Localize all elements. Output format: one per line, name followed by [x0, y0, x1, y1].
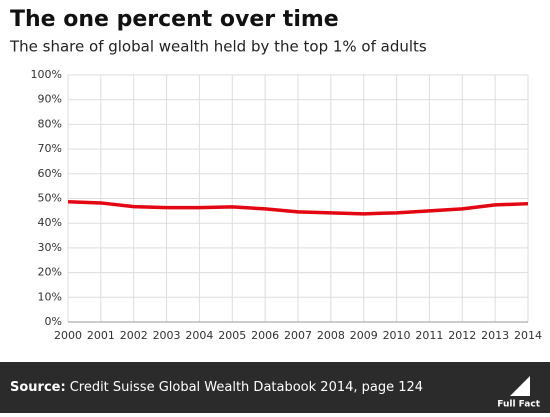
chart-title: The one percent over time: [10, 7, 339, 32]
logo-text: Full Fact: [497, 400, 540, 410]
source-label: Source:: [10, 380, 66, 395]
x-tick-label: 2010: [383, 329, 411, 342]
y-tick-label: 10%: [38, 290, 62, 303]
y-tick-label: 50%: [38, 192, 62, 205]
y-tick-label: 70%: [38, 142, 62, 155]
footer-band: [0, 362, 550, 413]
y-tick-label: 30%: [38, 241, 62, 254]
x-tick-label: 2009: [350, 329, 378, 342]
y-tick-label: 90%: [38, 93, 62, 106]
y-tick-label: 20%: [38, 266, 62, 279]
logo: Full Fact: [497, 376, 541, 410]
y-tick-label: 0%: [45, 315, 62, 328]
logo-mark: [510, 376, 530, 396]
y-tick-label: 80%: [38, 117, 62, 130]
x-tick-label: 2012: [448, 329, 476, 342]
x-tick-label: 2001: [87, 329, 115, 342]
x-tick-label: 2007: [284, 329, 312, 342]
x-tick-label: 2003: [153, 329, 181, 342]
y-tick-label: 40%: [38, 216, 62, 229]
x-tick-label: 2000: [54, 329, 82, 342]
y-tick-label: 100%: [31, 68, 62, 81]
source-text: Credit Suisse Global Wealth Databook 201…: [70, 380, 423, 395]
x-tick-label: 2005: [218, 329, 246, 342]
x-tick-label: 2014: [514, 329, 542, 342]
x-tick-label: 2011: [415, 329, 443, 342]
chart-subtitle: The share of global wealth held by the t…: [9, 38, 427, 56]
x-tick-label: 2002: [120, 329, 148, 342]
source: Source: Credit Suisse Global Wealth Datab…: [10, 380, 423, 395]
x-tick-label: 2006: [251, 329, 279, 342]
x-tick-label: 2013: [481, 329, 509, 342]
data-line: [67, 199, 529, 216]
x-tick-label: 2008: [317, 329, 345, 342]
y-tick-label: 60%: [38, 167, 62, 180]
x-tick-label: 2004: [185, 329, 213, 342]
